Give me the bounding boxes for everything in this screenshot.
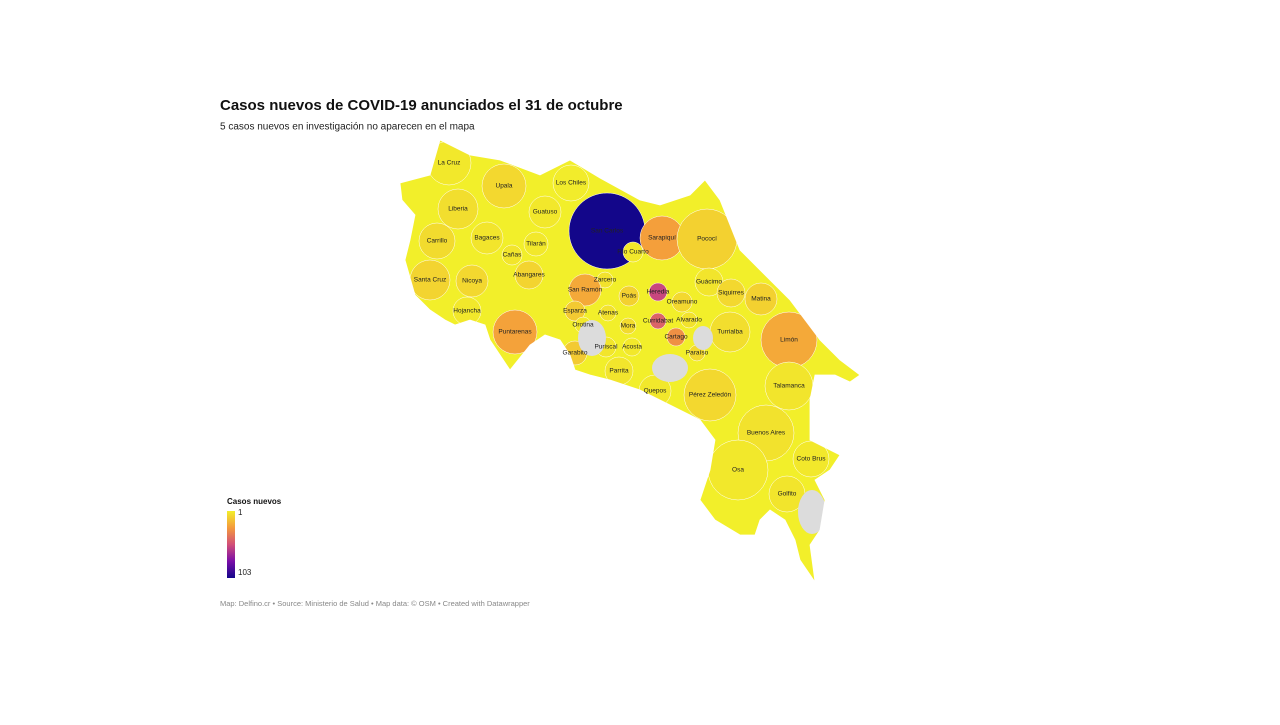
canton-label: Osa bbox=[732, 467, 744, 474]
canton-label: Cañas bbox=[503, 252, 523, 259]
canton-label: Hojancha bbox=[453, 308, 481, 315]
canton-region bbox=[437, 188, 479, 230]
canton-region bbox=[501, 244, 523, 266]
canton-region bbox=[492, 309, 538, 355]
canton-label: Liberia bbox=[448, 206, 468, 213]
canton-label: Turrialba bbox=[717, 329, 743, 336]
no-data-area bbox=[578, 320, 606, 356]
canton-region bbox=[622, 241, 644, 263]
canton-label: Upala bbox=[496, 183, 513, 190]
canton-region bbox=[470, 221, 504, 255]
title: Casos nuevos de COVID-19 anunciados el 3… bbox=[220, 97, 623, 114]
no-data bbox=[578, 320, 826, 534]
canton-label: Pérez Zeledón bbox=[689, 392, 732, 399]
canton-region bbox=[523, 231, 549, 257]
canton-region bbox=[418, 222, 456, 260]
canton-region bbox=[514, 260, 544, 290]
canton-label: Parrita bbox=[609, 368, 629, 375]
canton-region bbox=[649, 312, 667, 330]
canton-label: Esparza bbox=[563, 308, 587, 315]
canton-label: Puntarenas bbox=[498, 329, 532, 336]
canton-region bbox=[622, 337, 642, 357]
canton-label: Abangares bbox=[513, 272, 545, 279]
legend-max: 103 bbox=[238, 568, 252, 577]
no-data-area bbox=[693, 326, 713, 350]
canton-label: Guatuso bbox=[533, 209, 558, 216]
canton-label: Los Chiles bbox=[556, 180, 587, 187]
canton-label: Cartago bbox=[664, 334, 688, 341]
canton-label: San Ramón bbox=[568, 287, 603, 294]
canton-region bbox=[599, 304, 617, 322]
canton-label: Limón bbox=[780, 337, 798, 344]
canton-label: San Carlos bbox=[591, 228, 624, 235]
canton-label: Golfito bbox=[778, 491, 797, 498]
canton-label: Buenos Aires bbox=[747, 430, 786, 437]
canton-label: Acosta bbox=[622, 344, 642, 351]
canton-label: Poás bbox=[622, 293, 638, 300]
canton-region bbox=[792, 440, 830, 478]
canton-label: Santa Cruz bbox=[414, 277, 447, 284]
canton-label: Quepos bbox=[644, 388, 668, 395]
legend-scale bbox=[227, 511, 235, 578]
canton-label: Zarcero bbox=[594, 277, 617, 284]
canton-region bbox=[528, 195, 562, 229]
canton-label: Siquirres bbox=[718, 290, 744, 297]
no-data-area bbox=[652, 354, 688, 382]
canton-label: La Cruz bbox=[438, 160, 461, 167]
canton-label: Carrillo bbox=[427, 238, 448, 245]
canton-region bbox=[716, 278, 746, 308]
canton-label: Matina bbox=[751, 296, 771, 303]
canton-region bbox=[744, 282, 778, 316]
canton-label: Garabito bbox=[563, 350, 588, 357]
canton-label: Pococí bbox=[697, 236, 717, 243]
canton-region bbox=[564, 300, 586, 322]
canton-label: Sarapiquí bbox=[648, 235, 676, 242]
canton-label: Coto Brus bbox=[797, 456, 827, 463]
canton-label: Río Cuarto bbox=[617, 249, 649, 256]
canton-label: Talamanca bbox=[773, 383, 805, 390]
canton-label: Alvarado bbox=[676, 317, 702, 324]
canton-region bbox=[618, 285, 640, 307]
canton-label: Bagaces bbox=[474, 235, 500, 242]
canton-region bbox=[552, 164, 590, 202]
canton-region bbox=[481, 163, 527, 209]
canton-label: Atenas bbox=[598, 310, 619, 317]
no-data-area bbox=[798, 490, 826, 534]
canton-region bbox=[680, 311, 698, 329]
canton-region bbox=[455, 264, 489, 298]
canton-label: Puriscal bbox=[594, 344, 618, 351]
canton-label: Heredia bbox=[647, 289, 670, 296]
canton-label: Tilarán bbox=[526, 241, 546, 248]
legend-title: Casos nuevos bbox=[227, 497, 282, 506]
canton-label: Paraíso bbox=[686, 350, 709, 357]
subtitle: 5 casos nuevos en investigación no apare… bbox=[220, 122, 475, 133]
canton-labels: La Cruz Upala Los Chiles Liberia Guatuso San … bbox=[414, 160, 826, 498]
canton-label: Nicoya bbox=[462, 278, 482, 285]
canton-region bbox=[568, 273, 602, 307]
canton-region bbox=[683, 368, 737, 422]
canton-region bbox=[619, 317, 637, 335]
canton-label: Guácimo bbox=[696, 279, 722, 286]
footer: Map: Delfino.cr • Source: Ministerio de … bbox=[220, 599, 530, 608]
canton-region bbox=[648, 282, 668, 302]
canton-label: Mora bbox=[621, 323, 636, 330]
canton-label: Curridabat bbox=[643, 318, 674, 325]
map-regions bbox=[400, 140, 860, 582]
canton-region bbox=[671, 291, 693, 313]
canton-label: Orotina bbox=[572, 322, 594, 329]
canton-region bbox=[666, 327, 686, 347]
legend-min: 1 bbox=[238, 508, 243, 517]
canton-label: Oreamuno bbox=[667, 299, 698, 306]
